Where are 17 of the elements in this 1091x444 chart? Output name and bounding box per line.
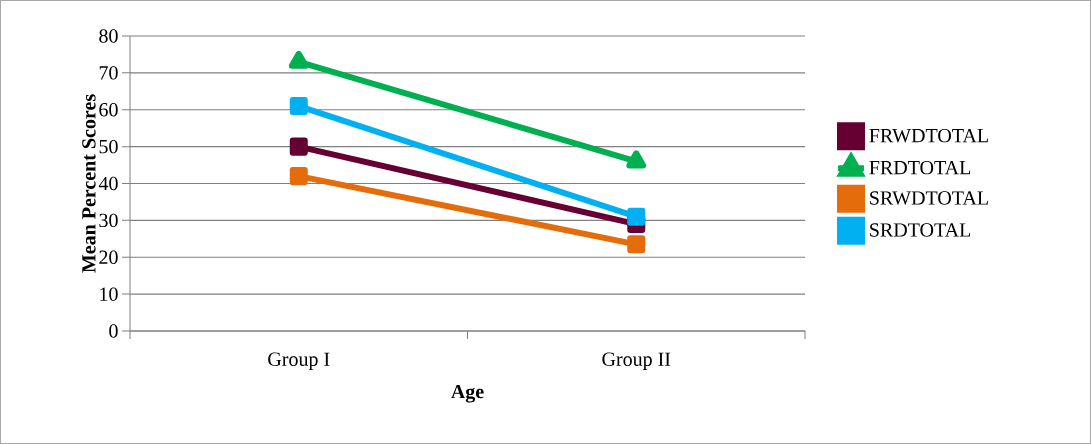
legend-label: FRWDTOTAL <box>869 128 988 143</box>
legend-label: SRDTOTAL <box>870 223 971 237</box>
y-tick-label: 40 <box>98 176 118 191</box>
y-tick-label: 0 <box>109 324 118 338</box>
y-tick-label: 80 <box>99 29 118 43</box>
x-tick-label: Group I <box>268 352 330 371</box>
x-tick-label: Group II <box>602 352 671 371</box>
x-axis-title: Age <box>451 384 484 403</box>
legend-label: SRWDTOTAL <box>870 191 988 205</box>
y-tick-label: 30 <box>99 213 118 228</box>
y-tick-label: 20 <box>99 250 118 264</box>
y-tick-label: 70 <box>99 66 118 80</box>
y-tick-label: 50 <box>99 139 118 154</box>
y-tick-label: 60 <box>99 103 118 117</box>
legend-label: FRDTOTAL <box>869 160 971 175</box>
y-tick-label: 10 <box>100 287 118 301</box>
y-axis-title: Mean Percent Scores <box>82 94 96 273</box>
